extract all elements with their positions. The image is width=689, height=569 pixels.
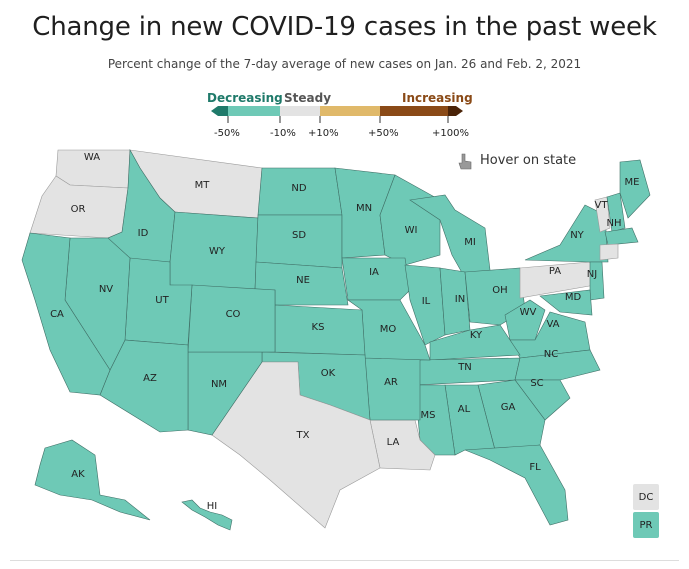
- state-label-il: IL: [422, 296, 431, 307]
- state-label-sd: SD: [292, 230, 306, 241]
- state-label-ny: NY: [570, 230, 584, 241]
- state-ms[interactable]: [414, 384, 456, 456]
- state-nc[interactable]: [514, 349, 601, 381]
- legend-tick: -10%: [270, 128, 296, 139]
- state-label-mo: MO: [380, 324, 397, 335]
- state-label-ms: MS: [421, 410, 436, 421]
- legend-tick: +10%: [308, 128, 339, 139]
- state-label-mn: MN: [356, 203, 372, 214]
- state-ak[interactable]: [34, 439, 151, 521]
- state-label-fl: FL: [529, 462, 541, 473]
- legend-bin-dark-decrease: [218, 106, 228, 116]
- state-fl[interactable]: [464, 444, 569, 526]
- state-vt[interactable]: [594, 196, 611, 233]
- state-label-ia: IA: [369, 267, 379, 278]
- state-label-nj: NJ: [587, 269, 597, 280]
- state-ca[interactable]: [21, 232, 111, 396]
- state-label-mi: MI: [464, 237, 476, 248]
- legend-bin-increase-light: [320, 106, 380, 116]
- state-mi[interactable]: [409, 194, 491, 279]
- state-ma[interactable]: [604, 227, 639, 246]
- state-label-sc: SC: [530, 378, 543, 389]
- pr-label: PR: [639, 519, 653, 531]
- state-label-me: ME: [625, 177, 640, 188]
- legend-bin-increase: [380, 106, 448, 116]
- legend-bin-steady: [280, 106, 320, 116]
- state-label-wv: WV: [520, 307, 537, 318]
- state-label-ga: GA: [501, 402, 516, 413]
- chart-title: Change in new COVID-19 cases in the past…: [32, 12, 657, 42]
- state-ct[interactable]: [599, 243, 619, 261]
- legend-increasing-label: Increasing: [402, 91, 473, 105]
- state-label-la: LA: [387, 437, 400, 448]
- state-label-vt: VT: [595, 200, 609, 211]
- state-label-pa: PA: [549, 266, 561, 277]
- state-ny[interactable]: [524, 204, 609, 263]
- state-label-az: AZ: [143, 373, 157, 384]
- state-label-ut: UT: [155, 295, 169, 306]
- pr-box[interactable]: PR: [633, 512, 659, 538]
- legend-bin-increase-dark: [448, 106, 456, 116]
- state-label-ok: OK: [321, 368, 336, 379]
- bottom-divider: [10, 560, 679, 561]
- state-label-ks: KS: [312, 322, 325, 333]
- state-label-wa: WA: [84, 152, 100, 163]
- state-label-or: OR: [71, 204, 86, 215]
- state-label-ar: AR: [384, 377, 398, 388]
- legend-bin-decrease: [228, 106, 280, 116]
- state-co[interactable]: [187, 284, 276, 353]
- state-label-wy: WY: [209, 246, 226, 257]
- legend-decreasing-label: Decreasing: [207, 91, 283, 105]
- state-hi[interactable]: [181, 499, 233, 531]
- legend-arrow-left: [211, 106, 218, 116]
- state-label-ne: NE: [296, 275, 310, 286]
- state-label-hi: HI: [207, 501, 217, 512]
- dc-label: DC: [638, 491, 654, 503]
- state-sd[interactable]: [255, 214, 343, 269]
- state-nj[interactable]: [589, 261, 605, 301]
- state-label-id: ID: [138, 228, 149, 239]
- state-me[interactable]: [619, 159, 651, 219]
- state-nh[interactable]: [606, 192, 626, 233]
- state-wv[interactable]: [504, 299, 546, 341]
- state-label-in: IN: [455, 294, 465, 305]
- state-label-nv: NV: [99, 284, 113, 295]
- state-label-md: MD: [565, 292, 582, 303]
- state-label-oh: OH: [492, 285, 507, 296]
- legend: Decreasing Steady Increasing -50% -10% +…: [0, 0, 689, 150]
- state-label-wi: WI: [405, 225, 418, 236]
- state-il[interactable]: [404, 264, 446, 346]
- state-label-nd: ND: [291, 183, 306, 194]
- state-ia[interactable]: [341, 257, 411, 301]
- hover-hint: Hover on state: [480, 153, 577, 168]
- state-label-co: CO: [226, 309, 241, 320]
- state-tx[interactable]: [211, 361, 381, 529]
- state-label-tx: TX: [296, 430, 310, 441]
- state-label-al: AL: [458, 404, 471, 415]
- state-label-ak: AK: [71, 469, 85, 480]
- state-md[interactable]: [539, 289, 593, 316]
- legend-scale: [211, 106, 463, 123]
- state-label-nh: NH: [607, 218, 622, 229]
- state-ar[interactable]: [364, 357, 421, 421]
- legend-steady-label: Steady: [284, 91, 332, 105]
- legend-tick: +50%: [368, 128, 399, 139]
- legend-tick: +100%: [432, 128, 469, 139]
- state-label-ca: CA: [50, 309, 64, 320]
- state-label-va: VA: [546, 319, 559, 330]
- hand-pointer-icon: [458, 153, 472, 170]
- state-label-nc: NC: [544, 349, 558, 360]
- state-label-mt: MT: [195, 180, 211, 191]
- dc-box[interactable]: DC: [633, 484, 659, 510]
- chart-subtitle: Percent change of the 7-day average of n…: [107, 57, 582, 71]
- state-label-ky: KY: [470, 330, 483, 341]
- legend-arrow-right: [456, 106, 463, 116]
- state-label-tn: TN: [457, 362, 472, 373]
- state-label-nm: NM: [211, 379, 227, 390]
- legend-tick: -50%: [214, 128, 240, 139]
